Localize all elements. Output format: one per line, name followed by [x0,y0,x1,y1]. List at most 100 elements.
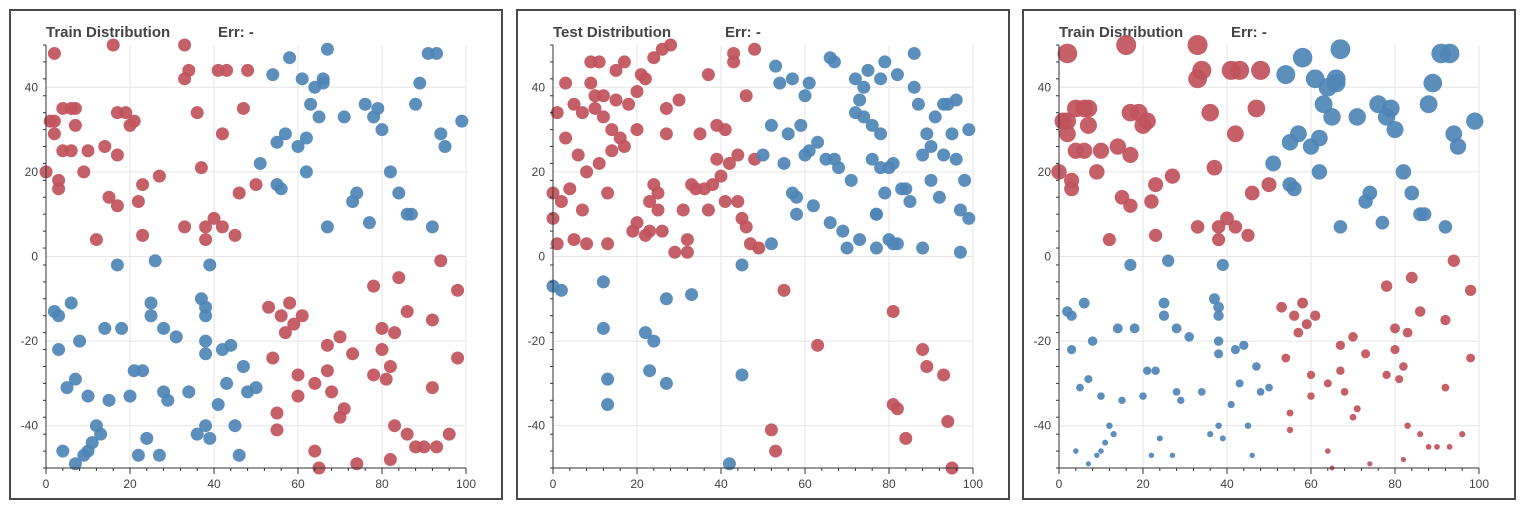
scatter-point [928,110,942,124]
scatter-point [899,431,913,445]
scatter-point [157,321,171,335]
scatter-point [1078,297,1090,309]
scatter-point [735,258,749,272]
scatter-point [266,68,280,82]
scatter-point [1439,43,1460,64]
scatter-point [756,148,770,162]
scatter-point [178,220,192,234]
scatter-point [1089,164,1105,180]
scatter-point [1367,461,1373,467]
scatter-point [127,114,141,128]
scatter-point [1244,185,1260,201]
scatter-point [1440,314,1451,326]
scatter-point [47,114,61,128]
scatter-point [1084,375,1093,384]
scatter-point [1216,258,1229,272]
scatter-point [232,186,246,200]
scatter-point [283,296,297,310]
scatter-point [580,237,594,251]
scatter-point [1215,422,1222,429]
scatter-point [140,431,154,445]
scatter-point [638,326,652,340]
scatter-point [215,127,229,141]
scatter-point [199,347,213,361]
scatter-point [622,97,636,111]
scatter-point [1353,405,1361,413]
scatter-point [949,93,963,107]
scatter-point [148,254,162,268]
scatter-point [89,233,103,247]
scatter-point [215,220,229,234]
scatter-point [924,173,938,187]
scatter-point [1098,448,1104,454]
scatter-point [425,313,439,327]
scatter-point [1297,297,1309,309]
scatter-point [94,427,108,441]
scatter-point [430,46,444,60]
scatter-point [220,63,234,77]
scatter-point [769,59,783,73]
scatter-point [1097,392,1105,400]
scatter-point [601,237,615,251]
scatter-point [823,216,837,230]
scatter-point [785,72,799,86]
scatter-point [1323,108,1341,126]
scatter-point [1286,426,1294,434]
scatter-point [77,165,91,179]
scatter-point [1326,73,1346,93]
scatter-point [1124,258,1137,272]
scatter-point [1139,392,1147,400]
scatter-point [228,228,242,242]
scatter-point [962,211,976,225]
scatter-point [350,457,364,471]
scatter-point [731,148,745,162]
scatter-point [596,275,610,289]
scatter-point [404,207,418,221]
y-tick-label: -20 [1034,334,1052,348]
scatter-point [1395,375,1404,384]
scatter-point [802,76,816,90]
scatter-point [680,233,694,247]
y-tick-label: 20 [25,165,39,179]
scatter-point [601,372,615,386]
scatter-point [1102,439,1109,446]
scatter-point [190,427,204,441]
scatter-point [1362,185,1378,201]
scatter-point [1206,159,1223,176]
scatter-point [777,156,791,170]
scatter-point [874,127,888,141]
y-tick-label: 20 [1038,165,1052,179]
scatter-point [52,309,66,323]
scatter-point [367,279,381,293]
scatter-point [236,101,250,115]
scatter-point [1446,443,1453,450]
scatter-point [575,106,589,120]
scatter-point [798,89,812,103]
scatter-point [706,178,720,192]
scatter-point [764,118,778,132]
scatter-point [827,55,841,69]
scatter-point [316,76,330,90]
scatter-point [844,173,858,187]
scatter-point [1148,177,1164,193]
scatter-point [559,76,573,90]
scatter-point [199,334,213,348]
scatter-point [1066,310,1077,321]
scatter-point [1292,47,1313,68]
scatter-point [1252,362,1261,371]
scatter-point [752,241,766,255]
scatter-point [1404,185,1420,201]
x-tick-label: 80 [1388,477,1402,491]
scatter-point [1079,116,1097,134]
scatter-point [270,406,284,420]
scatter-point [836,224,850,238]
scatter-point [592,156,606,170]
scatter-point [1307,392,1315,400]
scatter-point [596,89,610,103]
scatter-point [371,101,385,115]
scatter-point [806,199,820,213]
scatter-point [1226,125,1244,143]
scatter-point [554,283,568,297]
scatter-point [1227,400,1235,409]
scatter-point [291,368,305,382]
